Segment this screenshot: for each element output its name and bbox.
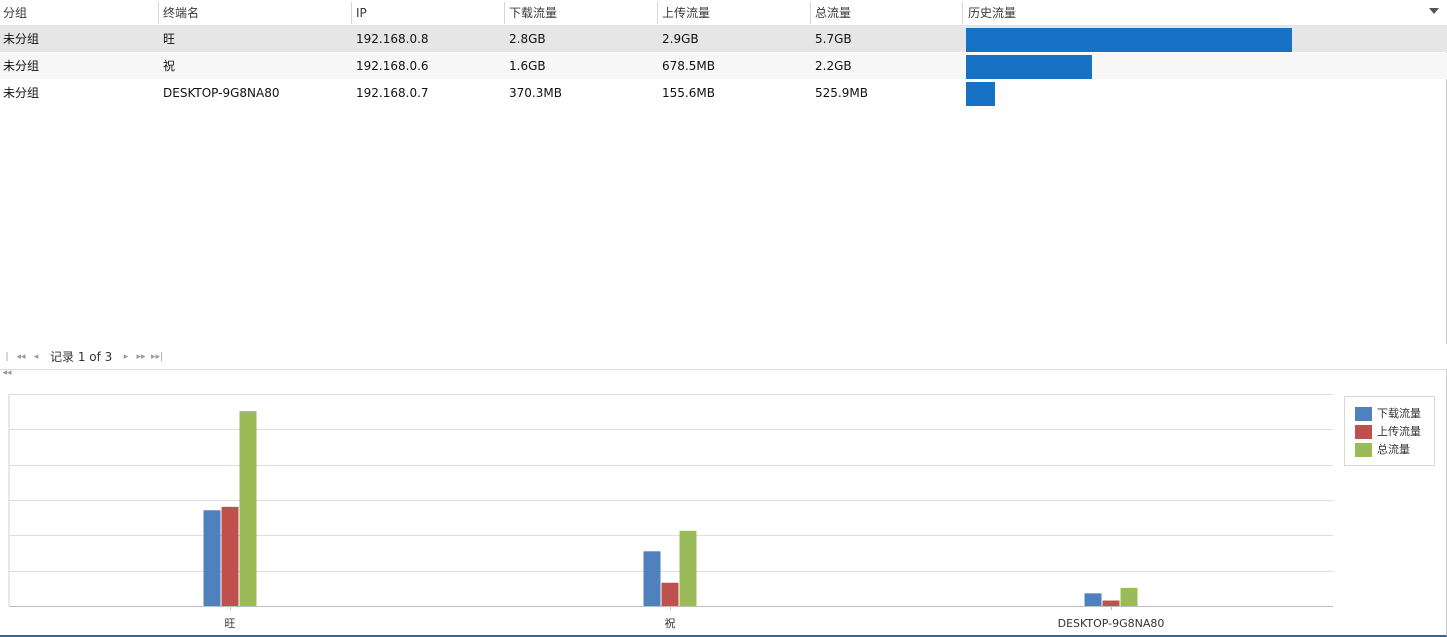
column-header-download[interactable]: 下载流量 (509, 6, 558, 20)
cell-group: 未分组 (3, 86, 40, 100)
chart-bar (221, 506, 239, 606)
column-header-total[interactable]: 总流量 (815, 6, 852, 20)
cell-total: 2.2GB (815, 59, 852, 73)
cell-ip: 192.168.0.7 (356, 86, 429, 100)
table-row[interactable]: 未分组 旺 192.168.0.8 2.8GB 2.9GB 5.7GB (0, 26, 1447, 52)
next-group-icon[interactable]: ▸▸ (136, 352, 146, 362)
column-menu-dropdown-icon[interactable] (1429, 8, 1439, 14)
cell-download: 370.3MB (509, 86, 562, 100)
legend-label: 上传流量 (1377, 425, 1421, 438)
column-header-history[interactable]: 历史流量 (968, 6, 1017, 20)
chart-bar (203, 510, 221, 606)
cell-download: 1.6GB (509, 59, 546, 73)
cell-name: 旺 (163, 32, 176, 46)
table-row[interactable]: 未分组 祝 192.168.0.6 1.6GB 678.5MB 2.2GB (0, 53, 1447, 79)
cell-total: 525.9MB (815, 86, 868, 100)
chart-bar (643, 551, 661, 606)
legend-label: 总流量 (1377, 443, 1410, 456)
legend-swatch (1355, 443, 1372, 457)
chart-bar (1084, 593, 1102, 606)
column-header-name[interactable]: 终端名 (163, 6, 200, 20)
grid-header: 分组 终端名 IP 下载流量 上传流量 总流量 历史流量 (0, 0, 1447, 26)
traffic-chart-panel: 旺 祝 DESKTOP-9G8NA80 (0, 370, 1447, 637)
next-page-icon[interactable]: ▸ (123, 352, 129, 362)
cell-ip: 192.168.0.8 (356, 32, 429, 46)
cell-download: 2.8GB (509, 32, 546, 46)
chart-bar (239, 411, 257, 606)
legend-swatch (1355, 407, 1372, 421)
cell-name: 祝 (163, 59, 176, 73)
cell-upload: 2.9GB (662, 32, 699, 46)
first-page-icon[interactable]: |◂◂ (2, 352, 12, 378)
table-row[interactable]: 未分组 DESKTOP-9G8NA80 192.168.0.7 370.3MB … (0, 80, 1447, 106)
chart-bar (1120, 587, 1138, 606)
chart-legend: 下载流量 上传流量 总流量 (1344, 396, 1435, 466)
prev-group-icon[interactable]: ◂◂ (16, 352, 26, 362)
column-separator[interactable] (158, 2, 159, 24)
record-counter: 记录 1 of 3 (50, 350, 113, 364)
x-tick-label: DESKTOP-9G8NA80 (1058, 617, 1165, 630)
cell-group: 未分组 (3, 59, 40, 73)
x-tick-label: 旺 (225, 617, 236, 630)
divider (0, 369, 1447, 370)
record-pager: |◂◂ ◂◂ ◂ 记录 1 of 3 ▸ ▸▸ ▸▸| (0, 346, 1447, 378)
cell-upload: 678.5MB (662, 59, 715, 73)
cell-name: DESKTOP-9G8NA80 (163, 86, 280, 100)
column-header-upload[interactable]: 上传流量 (662, 6, 711, 20)
column-header-group[interactable]: 分组 (3, 6, 28, 20)
last-page-icon[interactable]: ▸▸| (151, 352, 164, 362)
cell-ip: 192.168.0.6 (356, 59, 429, 73)
column-separator[interactable] (504, 2, 505, 24)
cell-group: 未分组 (3, 32, 40, 46)
chart-bar (1102, 600, 1120, 606)
legend-label: 下载流量 (1377, 407, 1421, 420)
column-separator[interactable] (962, 2, 963, 24)
chart-bar (661, 582, 679, 606)
column-separator[interactable] (810, 2, 811, 24)
traffic-bar-chart: 旺 祝 DESKTOP-9G8NA80 (8, 394, 1333, 630)
cell-upload: 155.6MB (662, 86, 715, 100)
column-separator[interactable] (351, 2, 352, 24)
history-traffic-bar (966, 28, 1292, 52)
traffic-grid: 分组 终端名 IP 下载流量 上传流量 总流量 历史流量 未分组 旺 192.1… (0, 0, 1447, 344)
history-traffic-bar (966, 82, 995, 106)
prev-page-icon[interactable]: ◂ (33, 352, 39, 362)
history-traffic-bar (966, 55, 1092, 79)
column-header-ip[interactable]: IP (356, 6, 367, 20)
x-tick-label: 祝 (665, 616, 676, 630)
legend-swatch (1355, 425, 1372, 439)
cell-total: 5.7GB (815, 32, 852, 46)
column-separator[interactable] (657, 2, 658, 24)
chart-bar (679, 530, 697, 606)
